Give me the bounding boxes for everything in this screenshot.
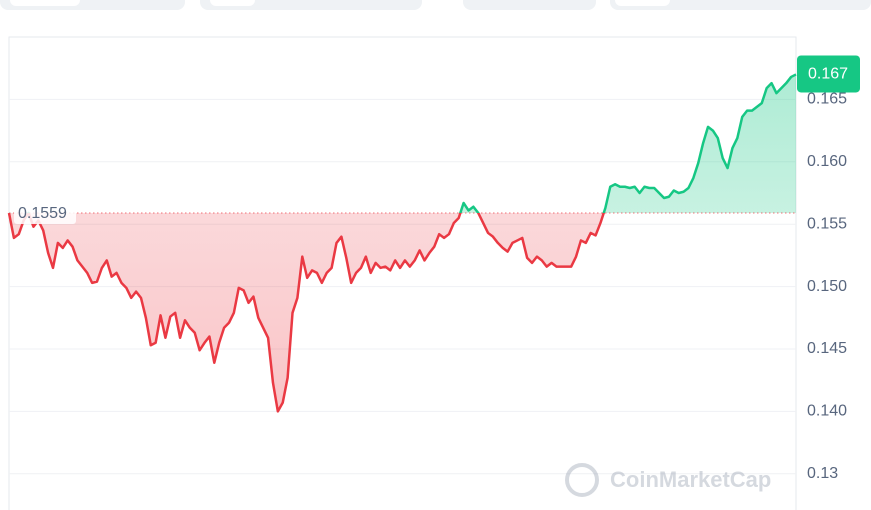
y-tick-label: 0.140 — [807, 403, 847, 420]
y-tick-label: 0.145 — [807, 340, 847, 357]
watermark-text: CoinMarketCap — [610, 467, 771, 492]
tab[interactable] — [463, 0, 596, 10]
current-price-label: 0.167 — [808, 66, 848, 83]
y-tick-label: 0.160 — [807, 153, 847, 170]
y-tick-label: 0.13 — [807, 465, 838, 482]
price-line-up — [8, 73, 797, 213]
area-down — [9, 212, 796, 412]
watermark: CoinMarketCap — [565, 463, 771, 497]
top-tabs — [0, 0, 871, 10]
y-tick-label: 0.150 — [807, 278, 847, 295]
current-price-tag — [797, 55, 860, 93]
tab-active[interactable] — [10, 0, 80, 6]
price-line-down — [7, 212, 606, 413]
tab[interactable] — [200, 0, 422, 10]
y-tick-label: 0.165 — [807, 91, 847, 108]
plot-frame — [8, 36, 797, 510]
tab-active[interactable] — [615, 0, 670, 6]
y-tick-label: 0.155 — [807, 215, 847, 232]
baseline-label: 0.1559 — [18, 205, 67, 222]
baseline-label-bg — [14, 201, 76, 224]
area-up — [9, 74, 796, 213]
tab-active[interactable] — [210, 0, 255, 6]
tab[interactable] — [610, 0, 871, 10]
